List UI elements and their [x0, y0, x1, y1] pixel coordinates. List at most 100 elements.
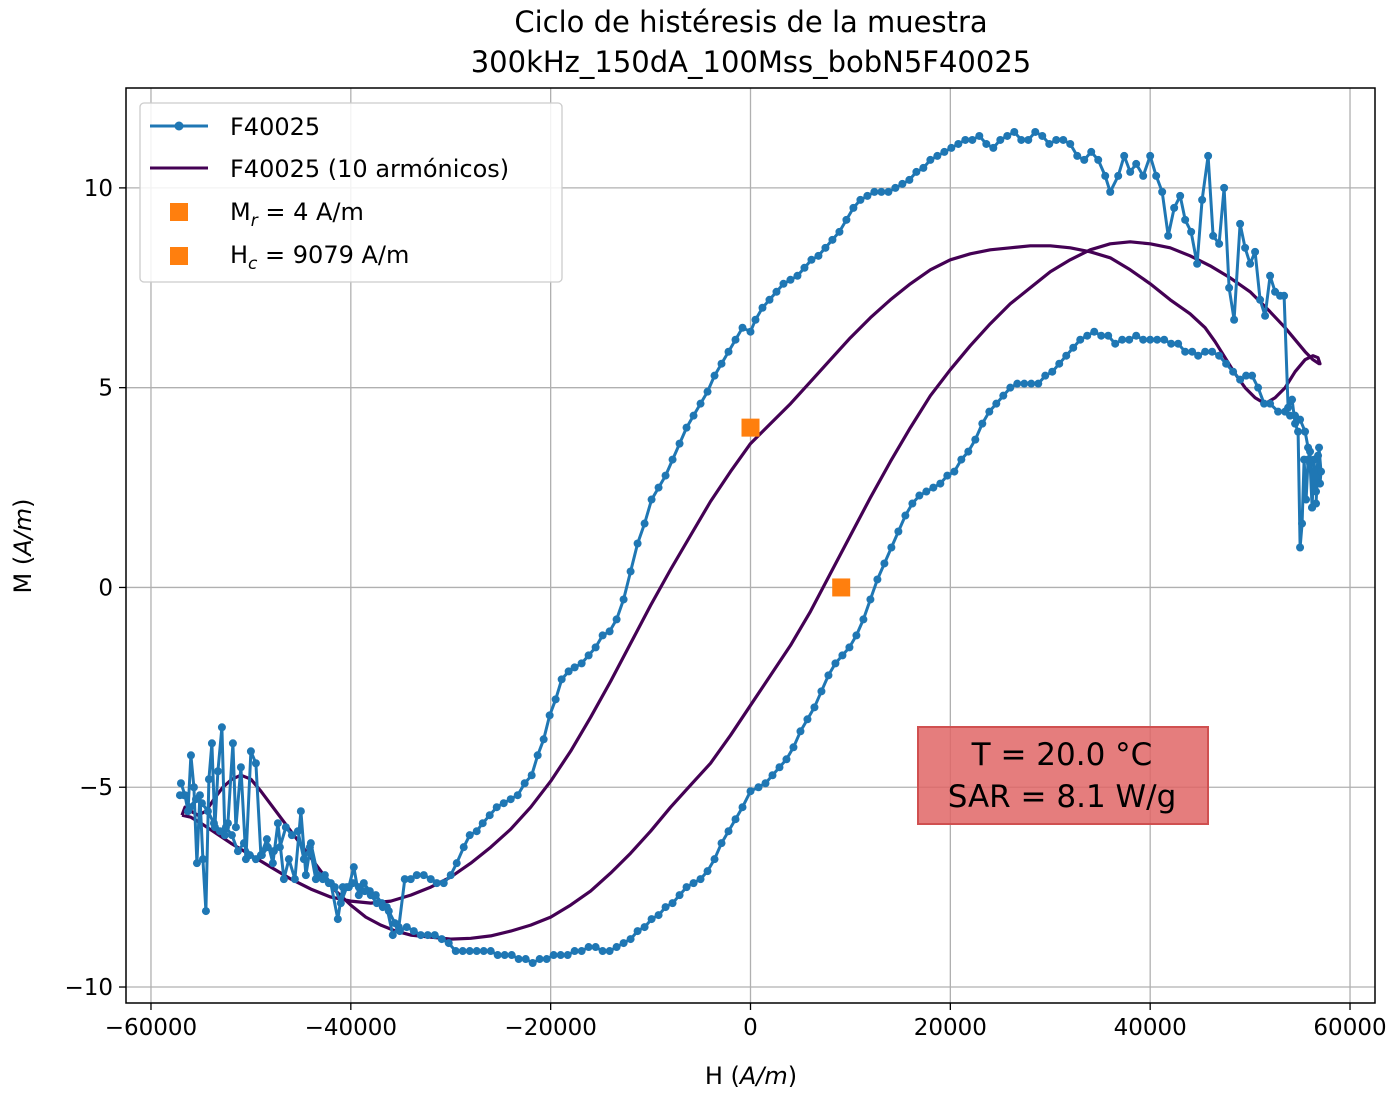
- series-raw-point: [301, 871, 310, 880]
- legend-label-hc: Hc = 9079 A/m: [230, 241, 409, 274]
- series-raw-point: [985, 407, 994, 416]
- series-raw-point: [287, 831, 296, 840]
- series-raw-point: [940, 147, 949, 156]
- series-raw-point: [1274, 407, 1283, 416]
- series-raw-point: [1104, 331, 1113, 340]
- series-raw-point: [1256, 295, 1265, 304]
- series-raw-point: [299, 855, 308, 864]
- series-raw-point: [1254, 383, 1263, 392]
- marker-hc: [832, 578, 851, 597]
- series-raw-point: [1198, 195, 1207, 204]
- info-annotation: T = 20.0 °C SAR = 8.1 W/g: [917, 726, 1209, 825]
- series-raw-point: [1069, 343, 1078, 352]
- series-raw-point: [1090, 327, 1099, 336]
- series-raw-point: [738, 803, 747, 812]
- series-raw-point: [492, 803, 501, 812]
- series-raw-point: [619, 939, 628, 948]
- series-raw-point: [349, 863, 358, 872]
- series-raw-point: [989, 143, 998, 152]
- series-raw-point: [539, 735, 548, 744]
- series-raw-point: [654, 911, 663, 920]
- series-raw-point: [640, 519, 649, 528]
- series-raw-point: [1306, 459, 1315, 468]
- series-raw-point: [458, 947, 467, 956]
- series-raw-point: [1083, 331, 1092, 340]
- series-raw-point: [551, 695, 560, 704]
- series-raw-point: [384, 907, 393, 916]
- series-raw-point: [675, 439, 684, 448]
- series-raw-point: [933, 151, 942, 160]
- series-raw-point: [724, 827, 733, 836]
- series-raw-point: [1201, 347, 1210, 356]
- series-raw-point: [803, 715, 812, 724]
- plot-area: [175, 127, 1326, 968]
- series-raw-point: [842, 215, 851, 224]
- series-raw-point: [201, 907, 210, 916]
- x-tick-label: 40000: [1114, 1015, 1187, 1041]
- series-raw-point: [1153, 335, 1162, 344]
- series-raw-point: [887, 543, 896, 552]
- series-raw-point: [1013, 379, 1022, 388]
- series-raw-point: [318, 875, 327, 884]
- series-raw-point: [1215, 351, 1224, 360]
- series-raw-point: [1126, 167, 1135, 176]
- series-raw-point: [378, 903, 387, 912]
- series-raw-point: [395, 927, 404, 936]
- series-raw-point: [1139, 335, 1148, 344]
- series-raw-point: [217, 723, 226, 732]
- series-raw-point: [612, 943, 621, 952]
- series-raw-point: [929, 483, 938, 492]
- series-raw-point: [877, 187, 886, 196]
- series-raw-point: [1020, 379, 1029, 388]
- series-raw-point: [849, 203, 858, 212]
- series-raw-point: [1055, 359, 1064, 368]
- series-raw-point: [284, 855, 293, 864]
- series-raw-point: [584, 651, 593, 660]
- series-raw-point: [1316, 479, 1325, 488]
- series-raw-point: [912, 167, 921, 176]
- series-raw-point: [409, 927, 418, 936]
- series-raw-point: [533, 751, 542, 760]
- series-raw-point: [485, 811, 494, 820]
- series-raw-point: [807, 255, 816, 264]
- annotation-box: [917, 726, 1209, 825]
- series-raw-point: [1152, 171, 1161, 180]
- series-raw-point: [598, 947, 607, 956]
- series-raw-point: [451, 947, 460, 956]
- series-raw-point: [1281, 407, 1290, 416]
- series-raw-point: [612, 615, 621, 624]
- series-raw-point: [999, 391, 1008, 400]
- y-axis-label: M (A/m): [9, 499, 37, 594]
- chart-title-line1: Ciclo de histéresis de la muestra: [514, 5, 987, 39]
- series-raw-point: [207, 739, 216, 748]
- series-raw-point: [1208, 347, 1217, 356]
- series-raw-point: [1298, 519, 1307, 528]
- series-raw-point: [947, 143, 956, 152]
- series-raw-point: [1314, 451, 1323, 460]
- series-raw-point: [598, 631, 607, 640]
- series-raw-point: [290, 875, 299, 884]
- series-raw-point: [992, 399, 1001, 408]
- series-raw-point: [1315, 443, 1324, 452]
- y-tick-label: 5: [98, 376, 113, 402]
- series-raw-point: [577, 947, 586, 956]
- x-axis-label: H (A/m): [705, 1062, 797, 1090]
- series-raw-point: [633, 927, 642, 936]
- series-raw-point: [605, 627, 614, 636]
- series-raw-point: [717, 839, 726, 848]
- series-raw-point: [1266, 271, 1275, 280]
- series-raw-point: [198, 855, 207, 864]
- series-raw-point: [957, 455, 966, 464]
- series-raw-point: [1236, 375, 1245, 384]
- series-raw-point: [281, 823, 290, 832]
- series-raw-point: [209, 819, 218, 828]
- series-raw-point: [1097, 331, 1106, 340]
- series-raw-point: [831, 659, 840, 668]
- series-raw-point: [1146, 335, 1155, 344]
- series-raw-point: [257, 851, 266, 860]
- series-raw-point: [1230, 315, 1239, 324]
- series-raw-point: [901, 511, 910, 520]
- series-raw-point: [1246, 259, 1255, 268]
- series-raw-point: [731, 815, 740, 824]
- series-raw-point: [330, 883, 339, 892]
